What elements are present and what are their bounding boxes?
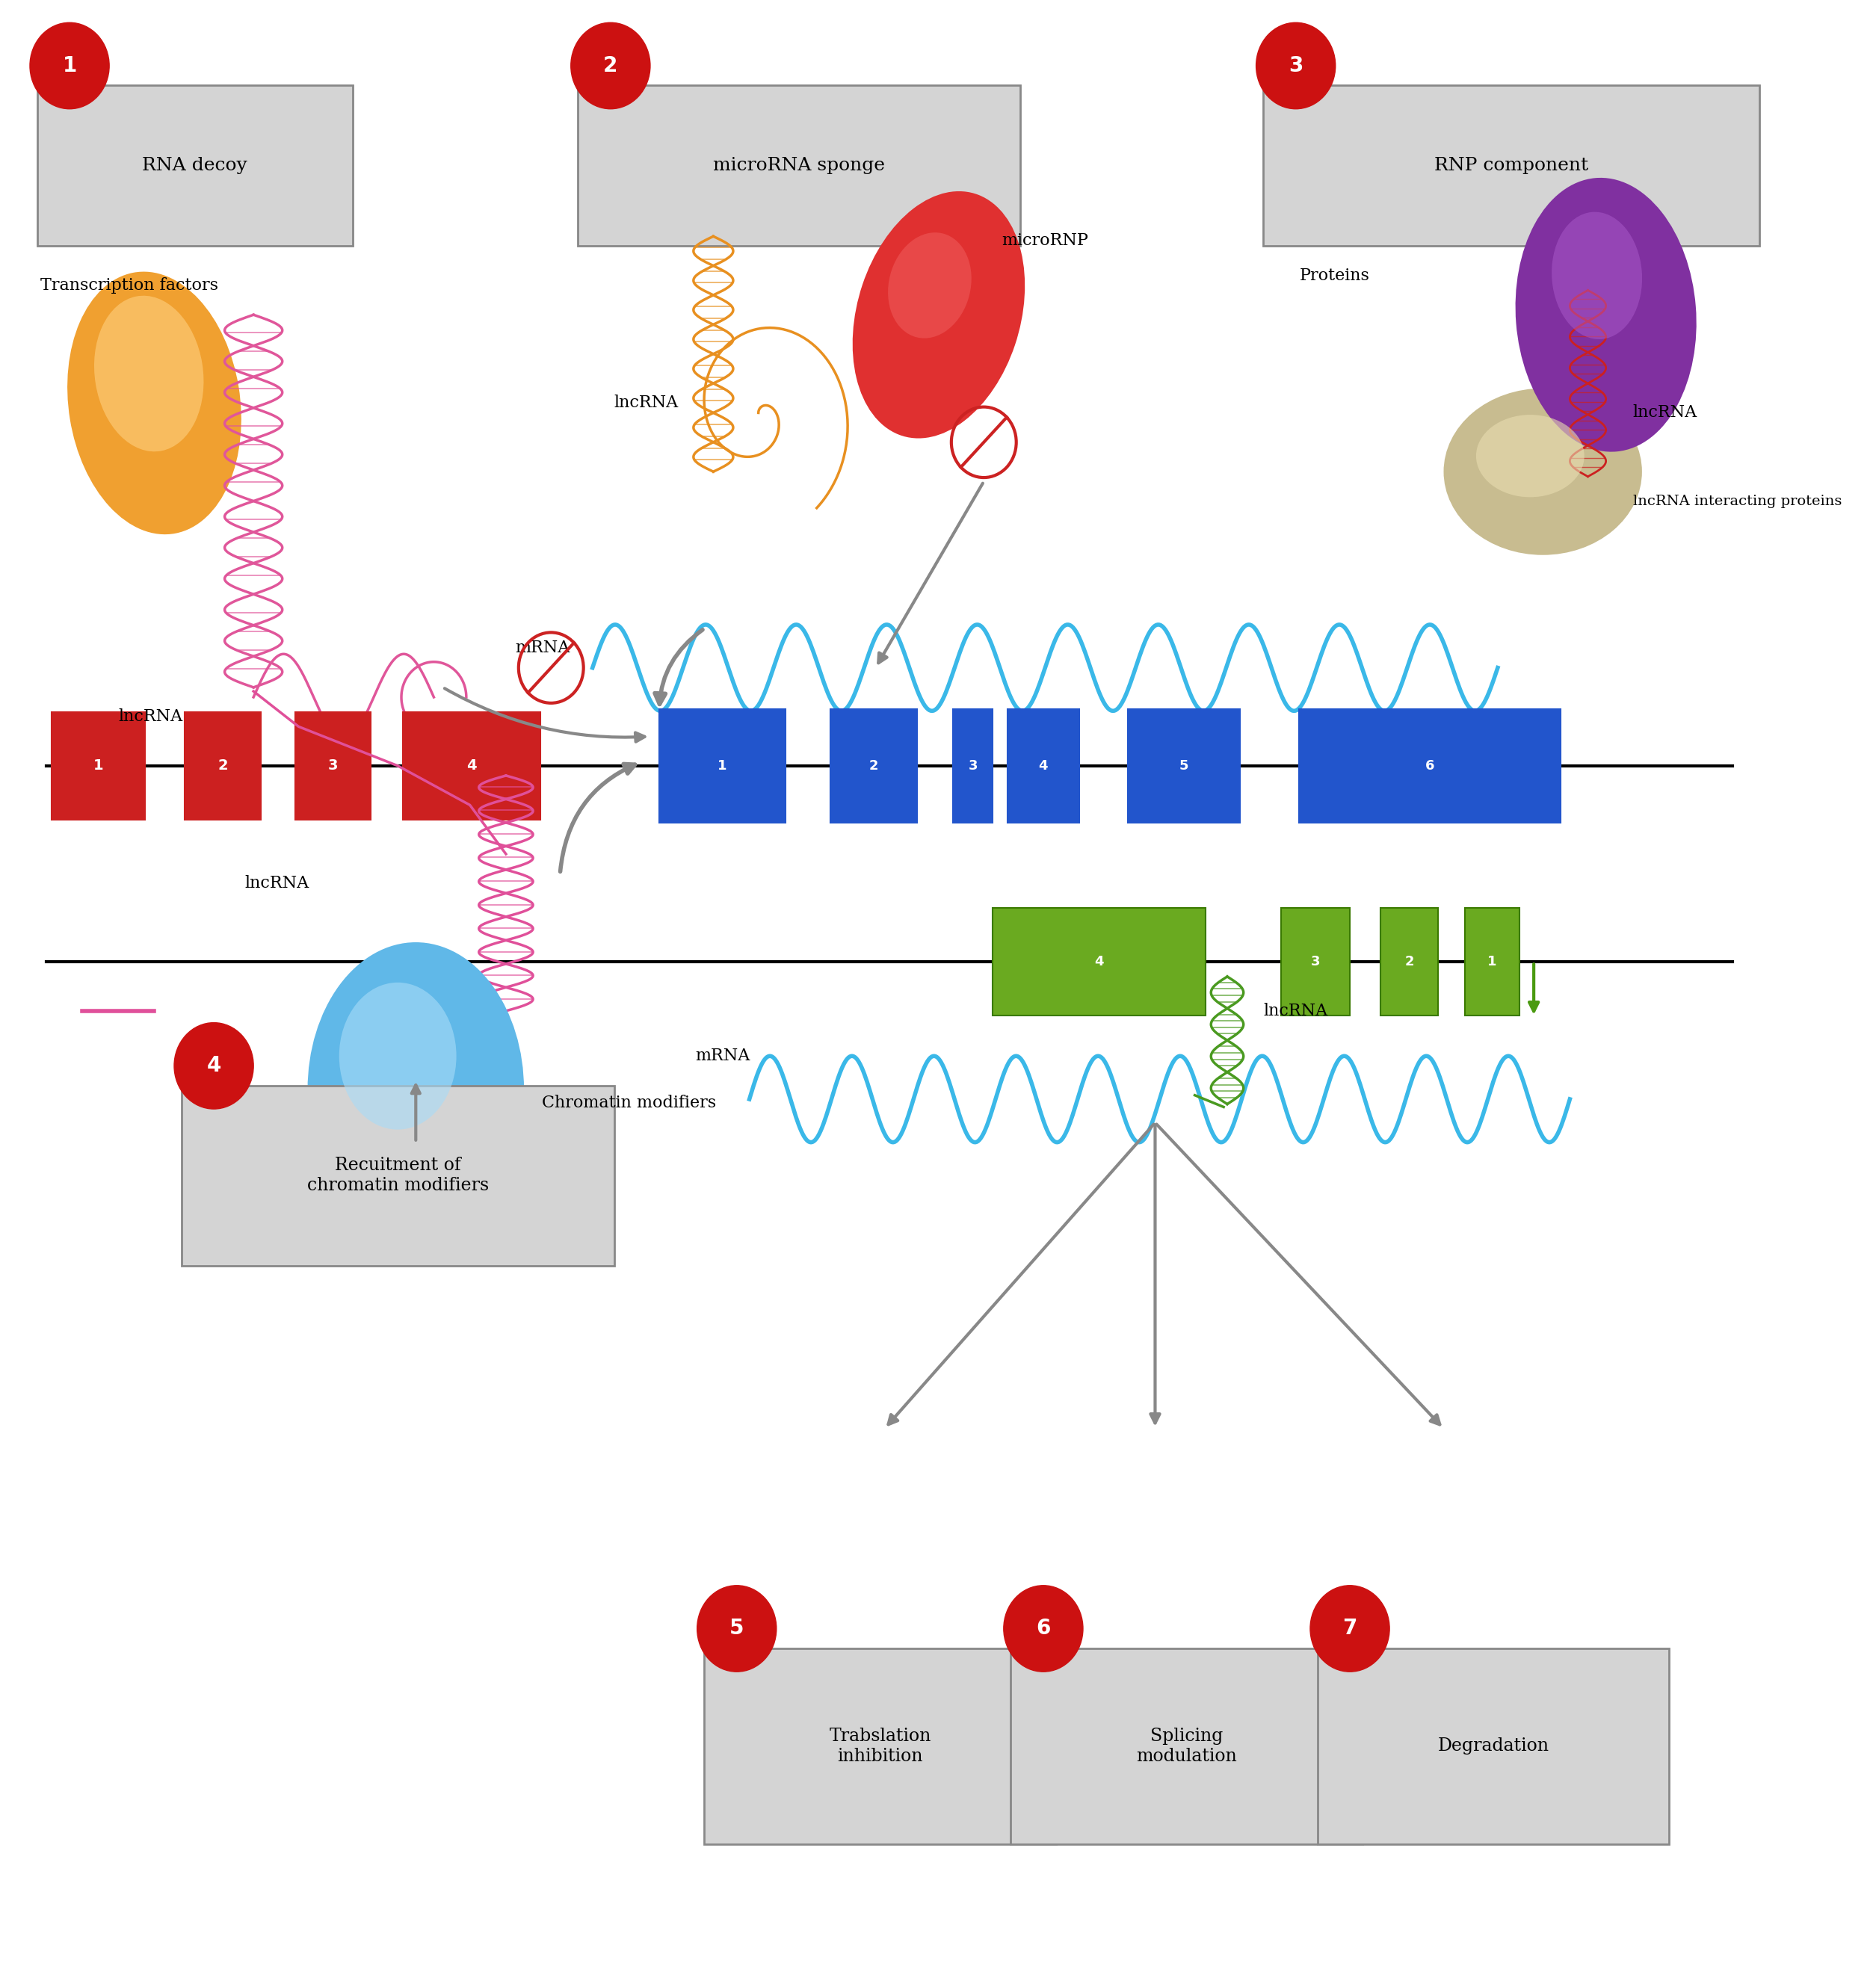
- Text: 4: 4: [206, 1056, 221, 1076]
- Circle shape: [698, 1586, 777, 1672]
- Text: Trabslation
inhibition: Trabslation inhibition: [829, 1727, 930, 1765]
- FancyBboxPatch shape: [831, 709, 917, 822]
- Text: 4: 4: [467, 760, 477, 773]
- Text: Chromatin modifiers: Chromatin modifiers: [542, 1095, 717, 1111]
- Text: lncRNA: lncRNA: [1632, 404, 1698, 420]
- Text: 4: 4: [1039, 760, 1049, 773]
- FancyBboxPatch shape: [992, 909, 1206, 1015]
- FancyBboxPatch shape: [704, 1649, 1056, 1845]
- Text: lncRNA: lncRNA: [1263, 1003, 1328, 1019]
- Text: RNA decoy: RNA decoy: [143, 157, 248, 175]
- Circle shape: [1309, 1586, 1390, 1672]
- FancyBboxPatch shape: [1011, 1649, 1362, 1845]
- Text: 3: 3: [328, 760, 338, 773]
- Text: 2: 2: [218, 760, 227, 773]
- Circle shape: [174, 1023, 253, 1109]
- Text: 2: 2: [1405, 956, 1415, 968]
- Text: 5: 5: [730, 1618, 745, 1639]
- FancyBboxPatch shape: [1300, 709, 1561, 822]
- FancyBboxPatch shape: [38, 84, 353, 245]
- Circle shape: [30, 24, 109, 108]
- Text: Transcription factors: Transcription factors: [41, 277, 219, 294]
- FancyBboxPatch shape: [295, 713, 371, 821]
- Text: 1: 1: [94, 760, 103, 773]
- FancyBboxPatch shape: [403, 713, 540, 821]
- Text: Recuitment of
chromatin modifiers: Recuitment of chromatin modifiers: [308, 1156, 488, 1194]
- Circle shape: [1257, 24, 1336, 108]
- Text: 6: 6: [1426, 760, 1435, 773]
- Text: 2: 2: [869, 760, 878, 773]
- Ellipse shape: [1551, 212, 1642, 340]
- FancyBboxPatch shape: [1317, 1649, 1670, 1845]
- Text: 1: 1: [1488, 956, 1497, 968]
- Text: 1: 1: [719, 760, 728, 773]
- Text: 1: 1: [62, 55, 77, 77]
- Text: 6: 6: [1036, 1618, 1051, 1639]
- FancyBboxPatch shape: [182, 1086, 613, 1266]
- Text: 3: 3: [1289, 55, 1304, 77]
- FancyBboxPatch shape: [658, 709, 786, 822]
- Text: 3: 3: [1311, 956, 1321, 968]
- Ellipse shape: [852, 190, 1024, 438]
- FancyBboxPatch shape: [1007, 709, 1079, 822]
- Ellipse shape: [1476, 414, 1583, 497]
- Text: Splicing
modulation: Splicing modulation: [1137, 1727, 1236, 1765]
- Text: lncRNA: lncRNA: [244, 875, 310, 891]
- Ellipse shape: [68, 271, 242, 534]
- Text: microRNP: microRNP: [1002, 232, 1088, 249]
- FancyBboxPatch shape: [1465, 909, 1520, 1015]
- Text: mRNA: mRNA: [514, 640, 570, 656]
- Text: Degradation: Degradation: [1437, 1737, 1550, 1755]
- FancyBboxPatch shape: [578, 84, 1021, 245]
- Ellipse shape: [887, 232, 972, 338]
- Text: RNP component: RNP component: [1435, 157, 1589, 175]
- Ellipse shape: [1445, 389, 1642, 556]
- FancyBboxPatch shape: [186, 713, 261, 821]
- Ellipse shape: [1516, 179, 1696, 451]
- Text: 2: 2: [604, 55, 617, 77]
- Circle shape: [570, 24, 651, 108]
- FancyBboxPatch shape: [1127, 709, 1240, 822]
- Text: microRNA sponge: microRNA sponge: [713, 157, 885, 175]
- Text: lncRNA: lncRNA: [118, 709, 182, 724]
- Ellipse shape: [308, 942, 523, 1237]
- FancyBboxPatch shape: [1263, 84, 1760, 245]
- Ellipse shape: [94, 296, 204, 451]
- Text: 4: 4: [1094, 956, 1103, 968]
- Text: mRNA: mRNA: [696, 1048, 750, 1064]
- FancyBboxPatch shape: [51, 713, 144, 821]
- Text: Proteins: Proteins: [1300, 267, 1369, 285]
- FancyBboxPatch shape: [1281, 909, 1351, 1015]
- Circle shape: [1004, 1586, 1082, 1672]
- Text: 5: 5: [1180, 760, 1189, 773]
- Text: 3: 3: [968, 760, 977, 773]
- Text: lncRNA interacting proteins: lncRNA interacting proteins: [1632, 495, 1842, 508]
- Text: 7: 7: [1343, 1618, 1356, 1639]
- FancyBboxPatch shape: [953, 709, 992, 822]
- Text: lncRNA: lncRNA: [613, 395, 679, 410]
- FancyBboxPatch shape: [1381, 909, 1439, 1015]
- Ellipse shape: [340, 982, 456, 1129]
